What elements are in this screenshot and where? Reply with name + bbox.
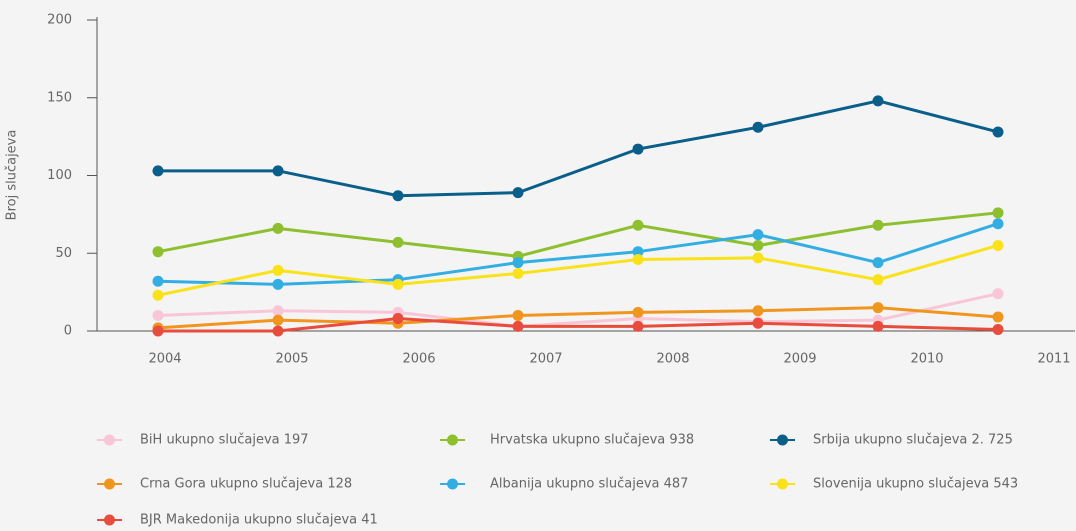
data-point bbox=[272, 314, 284, 326]
data-point bbox=[392, 278, 404, 290]
data-point bbox=[152, 309, 164, 321]
data-point bbox=[272, 222, 284, 234]
x-tick-label: 2006 bbox=[402, 352, 435, 367]
data-point bbox=[752, 305, 764, 317]
data-point bbox=[512, 309, 524, 321]
data-point bbox=[272, 278, 284, 290]
x-tick-label: 2005 bbox=[275, 352, 308, 367]
x-tick-label: 2010 bbox=[910, 352, 943, 367]
x-tick-label: 2004 bbox=[148, 352, 181, 367]
legend-label: Albanija ukupno slučajeva 487 bbox=[490, 477, 688, 492]
y-tick-label: 0 bbox=[64, 324, 72, 339]
data-point bbox=[632, 306, 644, 318]
y-tick-label: 100 bbox=[47, 168, 72, 183]
data-point bbox=[392, 313, 404, 325]
data-point bbox=[272, 165, 284, 177]
x-tick-label: 2007 bbox=[529, 352, 562, 367]
x-tick-label: 2008 bbox=[656, 352, 689, 367]
series-line bbox=[158, 99, 999, 198]
legend-marker bbox=[777, 478, 788, 490]
data-point bbox=[152, 165, 164, 177]
legend-marker bbox=[447, 478, 458, 490]
data-point bbox=[632, 253, 644, 265]
data-point bbox=[272, 325, 284, 337]
series-line bbox=[157, 292, 999, 328]
data-point bbox=[272, 264, 284, 276]
data-point bbox=[632, 143, 644, 155]
legend-label: Hrvatska ukupno slučajeva 938 bbox=[490, 433, 694, 448]
legend-label: BJR Makedonija ukupno slučajeva 41 bbox=[140, 513, 378, 528]
data-point bbox=[152, 246, 164, 258]
data-point bbox=[272, 305, 284, 317]
data-point bbox=[872, 95, 884, 107]
data-point bbox=[512, 320, 524, 332]
data-point bbox=[632, 219, 644, 231]
data-point bbox=[752, 252, 764, 264]
series-line bbox=[158, 317, 999, 333]
legend-marker bbox=[104, 514, 115, 526]
series-line bbox=[157, 211, 999, 258]
data-point bbox=[872, 219, 884, 231]
series-line bbox=[157, 222, 999, 286]
legend-label: Crna Gora ukupno slučajeva 128 bbox=[140, 477, 352, 492]
legend-marker bbox=[447, 434, 458, 446]
data-point bbox=[752, 239, 764, 251]
legend-label: BiH ukupno slučajeva 197 bbox=[140, 433, 309, 448]
data-point bbox=[152, 275, 164, 287]
data-point bbox=[752, 317, 764, 329]
y-axis-label: Broj slučajeva bbox=[5, 130, 20, 221]
data-point bbox=[512, 257, 524, 269]
data-point bbox=[992, 207, 1004, 219]
data-point bbox=[512, 267, 524, 279]
data-point bbox=[992, 311, 1004, 323]
data-point bbox=[632, 246, 644, 258]
x-tick-label: 2011 bbox=[1037, 352, 1070, 367]
data-point bbox=[872, 320, 884, 332]
data-point bbox=[992, 323, 1004, 335]
data-point bbox=[872, 274, 884, 286]
series-line bbox=[157, 244, 999, 297]
data-point bbox=[512, 187, 524, 199]
data-point bbox=[392, 190, 404, 202]
legend-marker bbox=[777, 434, 788, 446]
legend-label: Slovenija ukupno slučajeva 543 bbox=[813, 477, 1018, 492]
data-point bbox=[992, 126, 1004, 138]
legend-marker bbox=[104, 434, 115, 446]
data-point bbox=[872, 302, 884, 314]
data-point bbox=[992, 288, 1004, 300]
data-point bbox=[152, 325, 164, 337]
data-point bbox=[632, 320, 644, 332]
data-point bbox=[152, 289, 164, 301]
data-point bbox=[392, 236, 404, 248]
data-point bbox=[992, 218, 1004, 230]
data-point bbox=[752, 229, 764, 241]
data-point bbox=[992, 239, 1004, 251]
data-point bbox=[872, 257, 884, 269]
series-line bbox=[157, 306, 999, 330]
data-point bbox=[752, 121, 764, 133]
x-tick-label: 2009 bbox=[783, 352, 816, 367]
legend-marker bbox=[104, 478, 115, 490]
legend-label: Srbija ukupno slučajeva 2. 725 bbox=[813, 433, 1013, 448]
y-tick-label: 150 bbox=[47, 90, 72, 105]
y-tick-label: 50 bbox=[55, 246, 72, 261]
y-tick-label: 200 bbox=[47, 13, 72, 28]
